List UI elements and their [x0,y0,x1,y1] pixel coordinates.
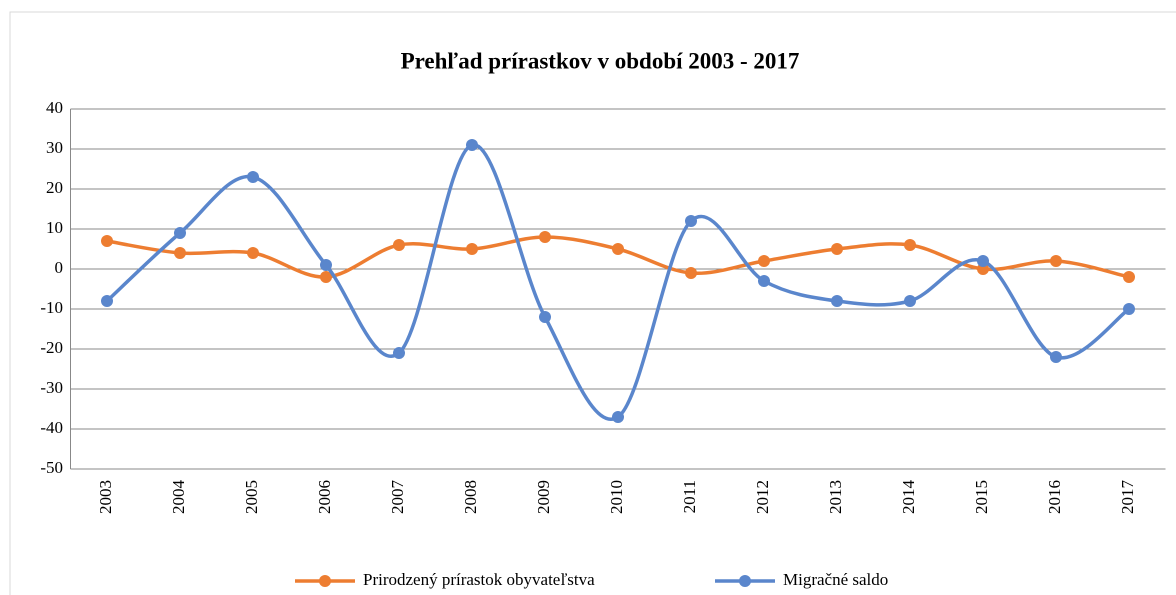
data-point [101,295,113,307]
data-point [758,275,770,287]
data-point [539,311,551,323]
y-tick-label: 0 [55,258,64,277]
x-tick-label: 2013 [826,480,845,514]
legend-marker [739,575,751,587]
y-tick-label: -40 [40,418,63,437]
data-point [1123,271,1135,283]
x-tick-label: 2015 [972,480,991,514]
data-point [1050,255,1062,267]
data-point [1050,351,1062,363]
y-tick-label: 30 [46,138,63,157]
data-point [174,227,186,239]
x-tick-label: 2007 [388,480,407,515]
data-point [904,239,916,251]
y-tick-label: -50 [40,458,63,477]
x-tick-label: 2014 [899,480,918,515]
y-tick-label: -10 [40,298,63,317]
data-point [904,295,916,307]
data-point [758,255,770,267]
data-point [977,255,989,267]
y-tick-label: -30 [40,378,63,397]
x-tick-label: 2006 [315,480,334,514]
data-point [393,239,405,251]
x-tick-label: 2005 [242,480,261,514]
data-point [612,411,624,423]
x-tick-label: 2011 [680,480,699,513]
data-point [831,243,843,255]
data-point [466,139,478,151]
x-tick-label: 2003 [96,480,115,514]
series-line [105,143,1131,421]
data-point [320,259,332,271]
y-tick-label: 10 [46,218,63,237]
y-tick-label: -20 [40,338,63,357]
data-point [685,215,697,227]
legend-label: Migračné saldo [783,570,888,589]
x-tick-label: 2012 [753,480,772,514]
data-point [174,247,186,259]
data-point [101,235,113,247]
x-tick-label: 2016 [1045,480,1064,514]
data-point [466,243,478,255]
y-tick-label: 40 [46,98,63,117]
data-point [831,295,843,307]
data-point [247,247,259,259]
data-point [1123,303,1135,315]
data-point [393,347,405,359]
x-tick-label: 2008 [461,480,480,514]
x-tick-label: 2017 [1118,480,1137,515]
data-point [612,243,624,255]
x-tick-label: 2004 [169,480,188,515]
data-point [685,267,697,279]
legend-marker [319,575,331,587]
data-point [539,231,551,243]
y-tick-label: 20 [46,178,63,197]
data-point [247,171,259,183]
x-tick-label: 2009 [534,480,553,514]
x-tick-label: 2010 [607,480,626,514]
chart-title: Prehľad prírastkov v období 2003 - 2017 [401,48,800,73]
data-point [320,271,332,283]
legend-label: Prirodzený prírastok obyvateľstva [363,570,595,589]
